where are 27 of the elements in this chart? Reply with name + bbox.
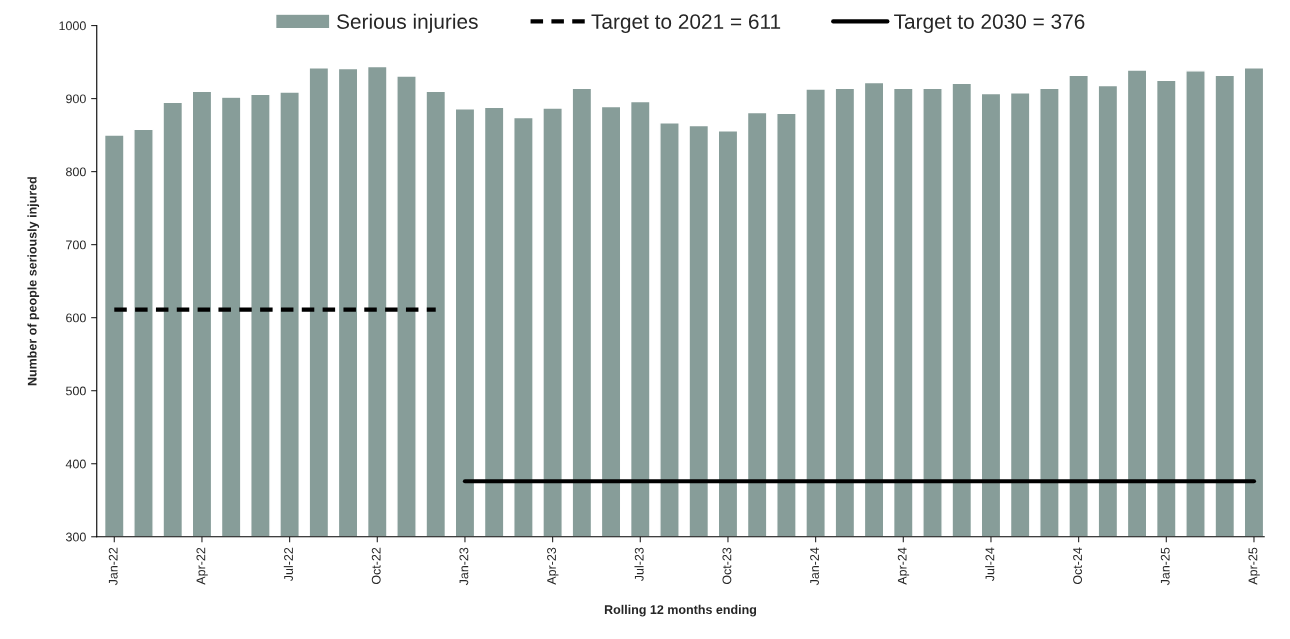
y-tick-label: 600 (66, 313, 86, 323)
x-axis-title: Rolling 12 months ending (604, 604, 757, 617)
x-tick-label: Jan-24 (810, 547, 819, 586)
x-tick-label: Apr-22 (196, 547, 208, 585)
x-tick-label: Jan-25 (1160, 547, 1170, 586)
x-tick-label: Oct-24 (1073, 547, 1082, 585)
legend-label: Target to 2021 = 611 (591, 14, 781, 34)
legend-label: Serious injuries (337, 13, 478, 34)
x-tick-label: Jul-22 (283, 547, 293, 582)
y-tick-label: 500 (65, 386, 86, 396)
x-tick-label: Jan-23 (459, 547, 469, 586)
y-tick-label: 700 (66, 240, 86, 250)
x-tick-label: Apr-23 (547, 547, 559, 585)
x-tick-label: Oct-22 (371, 547, 381, 585)
y-tick-label: 1000 (59, 21, 86, 31)
legend-label: Target to 2030 = 376 (894, 14, 1085, 34)
x-tick-label: Apr-25 (1248, 547, 1260, 585)
y-tick-label: 300 (65, 532, 86, 542)
x-tick-label: Jul-24 (985, 547, 995, 582)
x-tick-label: Jan-22 (108, 547, 118, 586)
x-tick-label: Jul-23 (634, 547, 644, 582)
x-tick-label: Apr-24 (897, 547, 910, 585)
y-tick-label: 900 (66, 94, 86, 104)
y-tick-label: 800 (66, 167, 86, 177)
y-axis-title: Number of people seriously injured (27, 177, 40, 386)
y-tick-label: 400 (65, 459, 86, 469)
x-tick-label: Oct-23 (722, 547, 732, 585)
